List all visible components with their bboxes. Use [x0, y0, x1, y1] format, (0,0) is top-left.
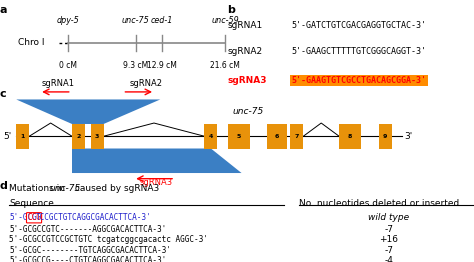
Polygon shape	[72, 149, 242, 173]
Text: -7: -7	[384, 246, 393, 255]
Text: 21.6 cM: 21.6 cM	[210, 61, 240, 70]
Text: unc-59: unc-59	[211, 15, 239, 25]
Text: d: d	[0, 181, 8, 191]
Text: 5'-GAAGTGTCGCCTGACAGCGGA-3': 5'-GAAGTGTCGCCTGACAGCGGA-3'	[292, 76, 427, 85]
Text: 12.9 cM: 12.9 cM	[147, 61, 177, 70]
Text: 2: 2	[76, 134, 81, 139]
Text: dpy-5: dpy-5	[57, 15, 80, 25]
Text: 0 cM: 0 cM	[59, 61, 77, 70]
Text: 5'-GATCTGTCGACGAGGTGCTAC-3': 5'-GATCTGTCGACGAGGTGCTAC-3'	[292, 21, 427, 30]
Text: sgRNA3: sgRNA3	[140, 178, 173, 187]
Text: TCCGCTGTCAGGCGACACTTCA-3': TCCGCTGTCAGGCGACACTTCA-3'	[36, 213, 152, 222]
Text: 3: 3	[95, 134, 99, 139]
Bar	[72, 124, 85, 149]
Text: 8: 8	[348, 134, 353, 139]
Text: 1: 1	[20, 134, 25, 139]
Text: unc-75: unc-75	[122, 15, 150, 25]
Text: ced-1: ced-1	[151, 15, 173, 25]
Text: unc-75: unc-75	[233, 107, 264, 116]
Text: caused by sgRNA3: caused by sgRNA3	[72, 184, 159, 193]
Text: 5': 5'	[3, 132, 11, 141]
Text: c: c	[0, 89, 7, 99]
Bar	[16, 124, 29, 149]
Text: 9.3 cM: 9.3 cM	[123, 61, 148, 70]
Text: 9: 9	[383, 134, 387, 139]
Text: -7: -7	[384, 225, 393, 234]
Text: No. nucleotides deleted or inserted: No. nucleotides deleted or inserted	[299, 199, 459, 208]
Text: sgRNA2: sgRNA2	[129, 79, 162, 88]
Text: 5'-GCGCCG----CTGTCAGGCGACACTTCA-3': 5'-GCGCCG----CTGTCAGGCGACACTTCA-3'	[9, 255, 167, 262]
Text: 5'-GCG: 5'-GCG	[9, 213, 37, 222]
Bar	[290, 124, 303, 149]
Bar	[339, 124, 361, 149]
Text: CCG: CCG	[27, 213, 41, 222]
Text: 7: 7	[295, 134, 299, 139]
Text: Mutations in: Mutations in	[9, 184, 68, 193]
Text: sgRNA3: sgRNA3	[228, 76, 267, 85]
Bar	[91, 124, 104, 149]
Text: 6: 6	[274, 134, 279, 139]
Text: 5'-GAAGCTTTTTGTCGGGCAGGT-3': 5'-GAAGCTTTTTGTCGGGCAGGT-3'	[292, 47, 427, 56]
Text: -4: -4	[384, 255, 393, 262]
Text: Chro I: Chro I	[18, 39, 45, 47]
Text: 5: 5	[237, 134, 241, 139]
Bar	[267, 124, 287, 149]
Text: b: b	[228, 5, 236, 15]
Text: 5'-GCGC--------TGTCAGGCGACACTTCA-3': 5'-GCGC--------TGTCAGGCGACACTTCA-3'	[9, 246, 172, 255]
Bar	[204, 124, 218, 149]
Text: Sequence: Sequence	[9, 199, 55, 208]
Polygon shape	[16, 100, 160, 124]
Text: +16: +16	[379, 235, 398, 244]
Text: 5'-GCGCCGTCCGCTGTC tcgatcggcgacactc AGGC-3': 5'-GCGCCGTCCGCTGTC tcgatcggcgacactc AGGC…	[9, 235, 209, 244]
Bar	[379, 124, 392, 149]
Text: unc-75: unc-75	[50, 184, 81, 193]
Text: sgRNA1: sgRNA1	[41, 79, 74, 88]
Text: 5'-GCGCCGTC-------AGGCGACACTTCA-3': 5'-GCGCCGTC-------AGGCGACACTTCA-3'	[9, 225, 167, 234]
Bar	[228, 124, 250, 149]
Text: 4: 4	[209, 134, 213, 139]
Text: a: a	[0, 5, 8, 15]
Text: wild type: wild type	[368, 213, 409, 222]
Text: 3': 3'	[404, 132, 412, 141]
Text: sgRNA2: sgRNA2	[228, 47, 263, 56]
Text: sgRNA1: sgRNA1	[228, 21, 263, 30]
